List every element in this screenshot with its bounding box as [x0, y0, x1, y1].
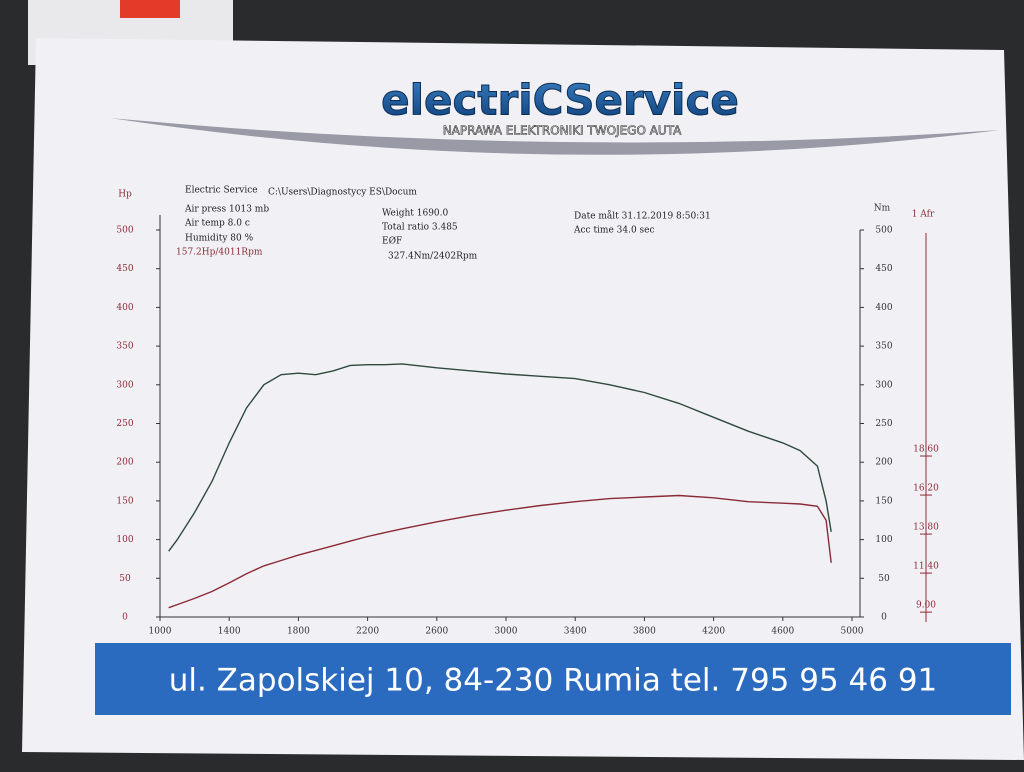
company: Electric Service [185, 186, 258, 196]
x-tick-label: 2600 [425, 627, 448, 637]
paper [22, 38, 1024, 760]
ratio: Total ratio 3.485 [382, 223, 458, 233]
x-tick-label: 3000 [495, 627, 518, 637]
y2-tick-label: 50 [878, 574, 890, 584]
y-tick-label: 200 [116, 458, 133, 468]
series-line [168, 494, 832, 609]
y2-tick-label: 250 [875, 419, 892, 429]
y2-tick-label: 300 [875, 380, 892, 390]
y2-tick-label: 350 [875, 342, 892, 352]
x-tick-label: 1800 [287, 627, 310, 637]
y3-tick-label: 18.60 [913, 445, 939, 455]
y-tick-label: 450 [116, 264, 133, 274]
x-tick-label: 5000 [841, 627, 864, 637]
humidity: Humidity 80 % [185, 234, 254, 244]
y-tick-label: 50 [119, 574, 131, 584]
y2-label: Nm [874, 204, 891, 214]
eof: EØF [382, 236, 402, 247]
y-tick-label: 250 [116, 419, 133, 429]
address: ul. Zapolskiej 10, 84-230 Rumia tel. 795… [169, 663, 938, 699]
x-tick-label: 4600 [771, 627, 794, 637]
tagline: NAPRAWA ELEKTRONIKI TWOJEGO AUTA [443, 124, 682, 138]
y-tick-label: 150 [116, 496, 133, 506]
y-tick-label: 500 [116, 226, 133, 236]
y3-tick-label: 11.40 [913, 562, 939, 572]
y-tick-label: 350 [116, 342, 133, 352]
torque-peak: 327.4Nm/2402Rpm [388, 252, 478, 262]
y2-tick-label: 450 [875, 264, 892, 274]
x-tick-label: 1000 [149, 627, 172, 637]
y2-tick-label: 0 [881, 613, 887, 623]
y-tick-label: 400 [116, 303, 133, 313]
y-tick-label: 300 [116, 380, 133, 390]
weight: Weight 1690.0 [382, 209, 449, 219]
y-label: Hp [118, 190, 132, 200]
y3-tick-label: 16.20 [913, 484, 939, 494]
y2-tick-label: 150 [875, 496, 892, 506]
y2-tick-label: 100 [875, 535, 892, 545]
y3-tick-label: 13.80 [913, 523, 939, 533]
swoosh [110, 118, 1000, 155]
x-tick-label: 1400 [218, 627, 241, 637]
x-tick-label: 4200 [702, 627, 725, 637]
acc-time: Acc time 34.0 sec [573, 226, 655, 236]
y3-tick-label: 9.00 [916, 601, 936, 611]
air-press: Air press 1013 mb [184, 205, 269, 215]
date: Date målt 31.12.2019 8:50:31 [574, 210, 711, 222]
y-tick-label: 100 [116, 535, 133, 545]
y2-tick-label: 500 [875, 226, 892, 236]
y2-tick-label: 400 [875, 303, 892, 313]
y-tick-label: 0 [122, 613, 128, 623]
logo: electriCService [381, 76, 739, 125]
file-path: C:\Users\Diagnostycy ES\Docum [268, 188, 417, 198]
x-tick-label: 3800 [633, 627, 656, 637]
power-peak: 157.2Hp/4011Rpm [176, 248, 263, 258]
y3-label: 1 Afr [912, 210, 935, 220]
note-label [120, 0, 180, 18]
x-tick-label: 2200 [356, 627, 379, 637]
y2-tick-label: 200 [875, 458, 892, 468]
footer-band [95, 643, 1011, 715]
x-tick-label: 3400 [564, 627, 587, 637]
series-line [168, 363, 832, 552]
air-temp: Air temp 8.0 c [184, 219, 250, 229]
